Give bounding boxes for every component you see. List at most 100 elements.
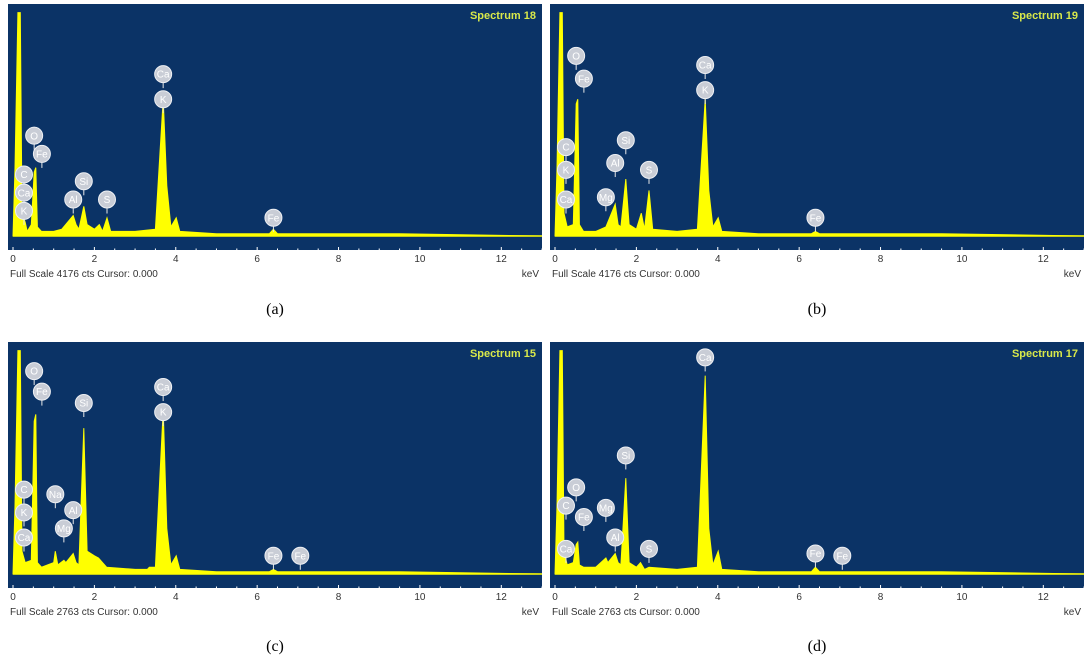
element-label: Fe [574,508,593,531]
svg-text:Fe: Fe [294,551,306,562]
element-label: Al [64,190,83,214]
x-tick-label: 2 [92,254,98,265]
svg-text:K: K [563,165,570,176]
svg-text:Mg: Mg [599,193,613,204]
svg-text:Ca: Ca [18,533,31,544]
svg-text:Si: Si [621,451,630,462]
element-label: Si [74,394,93,417]
svg-text:K: K [160,408,167,419]
spectrum-trace [554,12,1084,237]
element-label: C [14,480,33,504]
spectrum-panel-b: Ca K O Fe Si Al S C K Ca Mg Fe Spectrum 19 0 2 4 6 8 10 12 k… [550,4,1084,284]
element-label: O [567,46,586,70]
spectrum-chart: Ca K O Fe Si C K Ca Na Al Mg Fe Fe Spectrum 15 0 2 4 6 8 10… [8,342,542,622]
svg-text:Fe: Fe [268,213,280,224]
element-label: Ca [556,190,575,214]
spectrum-title: Spectrum 18 [470,10,536,22]
element-label: Ca [696,56,715,79]
element-label: S [639,160,658,184]
element-label: Fe [806,208,825,232]
x-tick-label: 8 [878,592,884,603]
svg-text:Ca: Ca [560,545,573,556]
x-tick-label: 4 [173,254,179,265]
svg-text:O: O [572,51,580,62]
x-tick-label: 8 [336,592,342,603]
element-label: Ca [696,348,715,372]
caption-a: (a) [266,301,284,318]
x-tick-label: 10 [956,254,968,265]
svg-text:S: S [104,195,111,206]
svg-text:Ca: Ca [157,383,170,394]
element-label: Si [616,131,635,155]
element-label: C [556,138,575,162]
svg-text:O: O [30,131,38,142]
element-label: Ca [14,528,33,552]
svg-text:O: O [30,367,38,378]
svg-text:Ca: Ca [18,188,31,199]
spectrum-panel-a: Ca K O Fe C Ca K Si Al S Fe Spectrum 18 0 2 4 6 8 10 12 keV… [8,4,542,284]
x-tick-label: 4 [715,592,721,603]
element-label: K [14,201,33,225]
element-label: Ca [154,378,173,402]
svg-text:Ca: Ca [560,195,573,206]
spectrum-title: Spectrum 15 [470,348,536,360]
element-label: C [556,496,575,520]
element-label: Na [46,485,65,509]
svg-text:Fe: Fe [36,150,48,161]
svg-text:Fe: Fe [810,549,822,560]
axis-strip [550,588,1084,622]
svg-text:Ca: Ca [157,70,170,81]
element-label: O [25,362,44,386]
svg-text:O: O [572,483,580,494]
element-label: K [154,90,173,114]
svg-text:K: K [21,207,28,218]
svg-text:Si: Si [621,136,630,147]
element-label: Al [64,501,83,525]
x-tick-label: 10 [414,254,426,265]
svg-text:Fe: Fe [810,213,822,224]
element-label: Al [606,154,625,178]
element-label: S [639,539,658,563]
element-label: Fe [291,546,310,570]
element-label: O [567,478,586,502]
spectrum-title: Spectrum 19 [1012,10,1078,22]
x-tick-label: 2 [634,592,640,603]
x-tick-label: 6 [796,254,802,265]
element-label: Fe [264,546,283,570]
full-scale-status: Full Scale 4176 cts Cursor: 0.000 [552,269,700,280]
svg-text:K: K [21,508,28,519]
svg-text:Ca: Ca [699,353,712,364]
svg-text:Si: Si [79,399,88,410]
svg-text:C: C [20,485,27,496]
element-label: Fe [574,69,593,93]
full-scale-status: Full Scale 2763 cts Cursor: 0.000 [552,607,700,618]
element-label: Ca [556,539,575,563]
caption-c: (c) [266,638,284,655]
caption-d: (d) [807,638,827,655]
x-unit-label: keV [522,269,540,280]
x-unit-label: keV [1064,269,1082,280]
axis-strip [8,250,542,284]
svg-text:S: S [646,165,653,176]
element-label: Ca [154,65,173,89]
svg-text:S: S [646,545,653,556]
x-tick-label: 12 [1038,254,1050,265]
svg-text:K: K [160,95,167,106]
x-tick-label: 0 [552,254,558,265]
x-tick-label: 10 [414,592,426,603]
svg-text:C: C [20,170,27,181]
element-label: Fe [32,144,51,168]
x-unit-label: keV [1064,607,1082,618]
spectrum-panel-c: Ca K O Fe Si C K Ca Na Al Mg Fe Fe Spectrum 15 0 2 4 6 8 10… [8,342,542,622]
x-tick-label: 0 [10,254,16,265]
x-tick-label: 6 [254,254,260,265]
svg-text:Si: Si [79,177,88,188]
element-label: Si [74,172,93,196]
svg-text:Fe: Fe [268,551,280,562]
element-label: K [14,503,33,527]
element-label: S [97,190,116,214]
x-tick-label: 4 [173,592,179,603]
svg-text:Ca: Ca [699,61,712,72]
